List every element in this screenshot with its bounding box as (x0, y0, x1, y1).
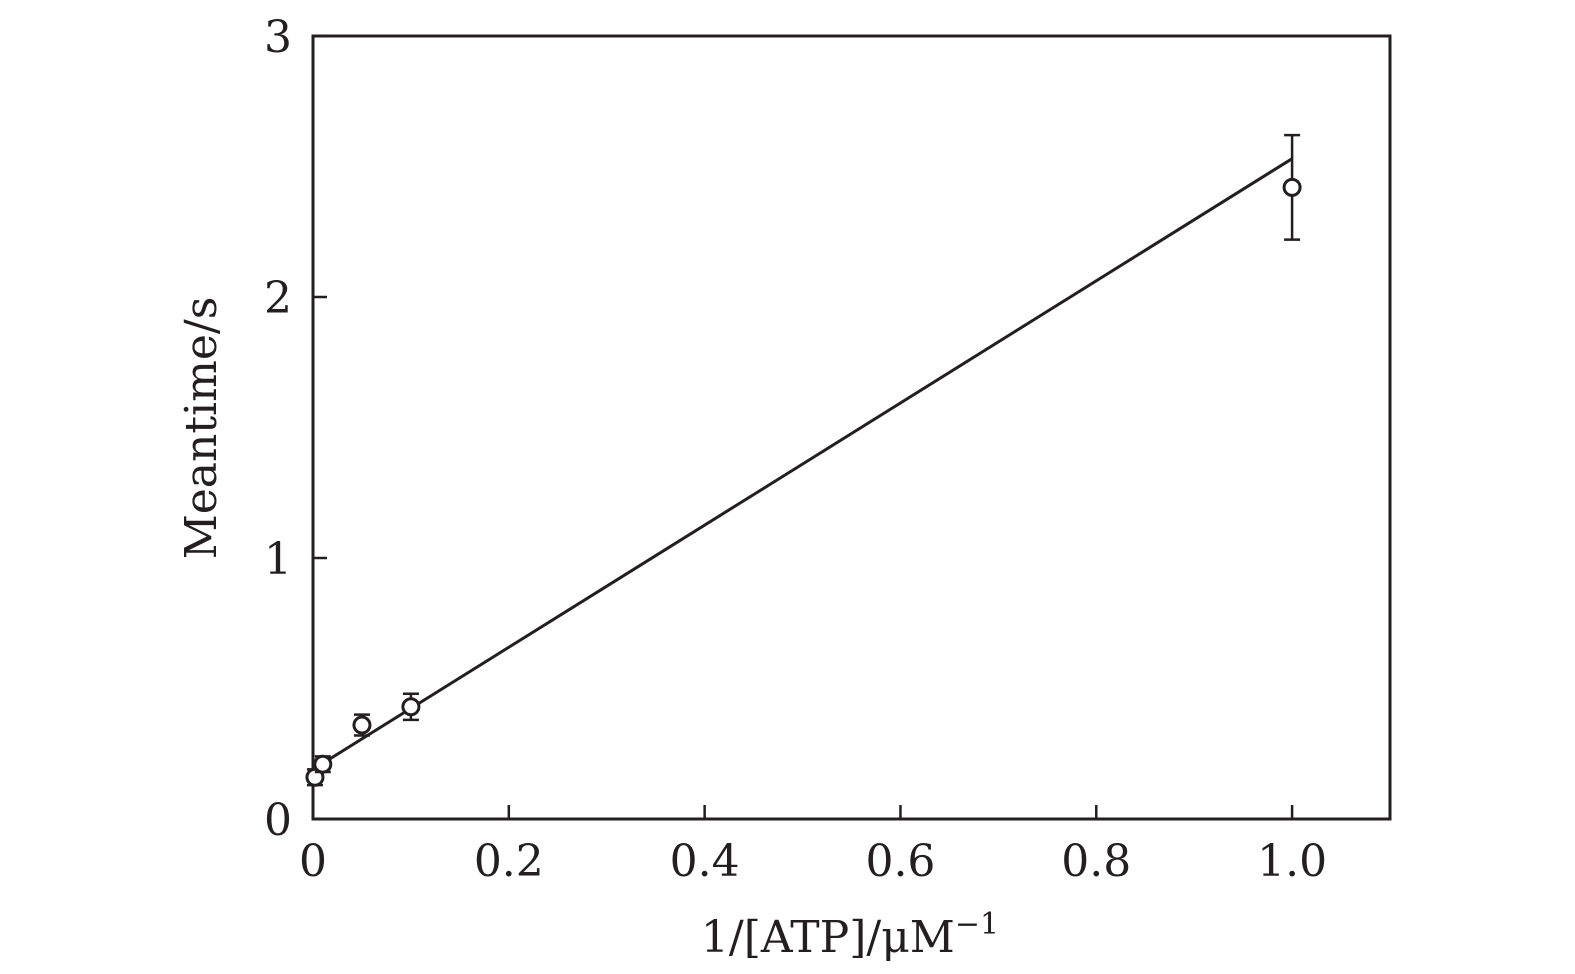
fit-line (312, 157, 1293, 771)
data-points (305, 133, 1302, 787)
x-axis-title-superscript: −1 (955, 907, 999, 942)
data-point (1282, 133, 1302, 241)
data-point (352, 713, 372, 737)
data-point (313, 754, 333, 774)
data-point (401, 692, 421, 722)
point-marker (352, 715, 372, 735)
x-axis-ticks: 0 0.2 0.4 0.6 0.8 1.0 (299, 805, 1327, 887)
x-tick-label: 0.4 (670, 836, 740, 887)
x-tick-label: 0.8 (1061, 836, 1131, 887)
x-tick-label: 0 (299, 836, 327, 887)
y-tick-label: 3 (264, 12, 292, 63)
point-marker (401, 697, 421, 717)
x-tick-label: 1.0 (1257, 836, 1327, 887)
point-marker (313, 754, 333, 774)
y-tick-label: 1 (264, 534, 292, 585)
x-tick-label: 0.2 (474, 836, 544, 887)
x-tick-label: 0.6 (865, 836, 935, 887)
y-axis-title: Meantime/s (176, 297, 227, 560)
fit-line-group (312, 157, 1293, 771)
x-axis-title-text: 1/[ATP]/μM (701, 912, 955, 963)
x-axis-title: 1/[ATP]/μM−1 (701, 907, 999, 963)
point-marker (1282, 177, 1302, 197)
y-tick-label: 0 (264, 795, 292, 846)
y-axis-ticks: 0 1 2 3 (264, 12, 327, 846)
y-tick-label: 2 (264, 273, 292, 324)
plot-frame (311, 34, 1392, 821)
